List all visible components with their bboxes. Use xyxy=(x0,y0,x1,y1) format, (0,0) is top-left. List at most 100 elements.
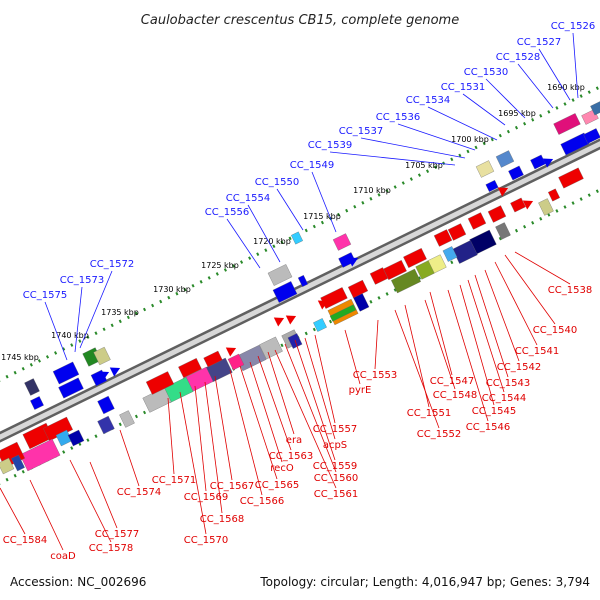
gene-block xyxy=(145,371,175,395)
label-leader-line xyxy=(394,309,440,429)
gene-label: CC_1553 xyxy=(353,370,397,381)
gene-label: CC_1526 xyxy=(551,21,595,32)
gene-block xyxy=(442,246,458,262)
gene-label: CC_1573 xyxy=(60,275,104,286)
gene-block xyxy=(495,222,511,240)
gene-block xyxy=(347,279,369,299)
gene-block xyxy=(11,454,25,472)
gene-block xyxy=(391,268,421,294)
label-leader-line xyxy=(214,375,233,481)
gene-label: CC_1545 xyxy=(472,406,516,417)
gene-label: CC_1539 xyxy=(308,140,352,151)
gene-arrow xyxy=(109,367,121,377)
label-leader-line xyxy=(374,319,379,370)
gene-label: CC_1565 xyxy=(255,480,299,491)
label-leader-line xyxy=(311,171,337,233)
label-leader-line xyxy=(257,355,292,451)
gene-label: CC_1554 xyxy=(226,193,270,204)
gene-label: CC_1551 xyxy=(407,408,451,419)
label-leader-line xyxy=(329,151,456,166)
gene-label: CC_1574 xyxy=(117,487,161,498)
label-leader-line xyxy=(424,299,456,390)
gene-label: recO xyxy=(270,463,294,474)
tick-label: 1725 kbp xyxy=(201,261,239,270)
gene-label: acpS xyxy=(323,440,347,451)
gene-block xyxy=(447,223,467,241)
tick-label: 1745 kbp xyxy=(1,353,39,362)
label-leader-line xyxy=(427,106,498,141)
gene-label: pyrE xyxy=(349,385,372,396)
gene-label: CC_1557 xyxy=(313,424,357,435)
label-leader-line xyxy=(484,269,520,362)
gene-block xyxy=(485,180,499,192)
gene-label: CC_1559 xyxy=(313,461,357,472)
tick-label: 1705 kbp xyxy=(405,161,443,170)
label-leader-line xyxy=(514,251,571,285)
gene-label: CC_1550 xyxy=(255,177,299,188)
forward-gene-labels: CC_1526 CC_1527 CC_1528 CC_1530 CC_1531 CC_15… xyxy=(23,21,595,361)
gene-block xyxy=(24,378,40,396)
gene-label: CC_1537 xyxy=(339,126,383,137)
gene-block xyxy=(297,274,309,288)
gene-label: CC_1542 xyxy=(497,362,541,373)
gene-block xyxy=(538,198,554,216)
label-leader-line xyxy=(485,78,526,119)
gene-label: CC_1538 xyxy=(548,285,592,296)
gene-block xyxy=(329,304,357,322)
gene-block xyxy=(510,197,526,213)
label-leader-line xyxy=(284,343,337,473)
gene-arrow xyxy=(522,200,534,210)
gene-label: CC_1527 xyxy=(517,37,561,48)
gene-block xyxy=(313,318,327,332)
gene-block xyxy=(97,395,115,415)
label-leader-line xyxy=(194,385,207,492)
tick-label: 1690 kbp xyxy=(547,83,585,92)
gene-label: CC_1544 xyxy=(482,393,526,404)
gene-block xyxy=(97,415,115,435)
gene-label: CC_1572 xyxy=(90,259,134,270)
gene-label: CC_1566 xyxy=(240,496,284,507)
gene-label: CC_1530 xyxy=(464,67,508,78)
label-leader-line xyxy=(462,93,506,126)
gene-block xyxy=(93,346,111,366)
gene-label: CC_1577 xyxy=(95,529,139,540)
label-leader-line xyxy=(572,32,579,99)
label-leader-line xyxy=(247,204,281,263)
gene-label: CC_1571 xyxy=(152,475,196,486)
label-leader-line xyxy=(538,48,571,101)
gene-block xyxy=(332,233,352,251)
label-leader-line xyxy=(314,334,336,424)
gene-label: CC_1549 xyxy=(290,160,334,171)
tick-label: 1695 kbp xyxy=(498,109,536,118)
label-leader-line xyxy=(44,301,68,361)
label-leader-line xyxy=(29,479,64,551)
label-leader-line xyxy=(239,365,278,480)
gene-label: CC_1567 xyxy=(210,481,254,492)
gene-label: CC_1584 xyxy=(3,535,47,546)
gene-label: CC_1543 xyxy=(486,378,530,389)
map-title: Caulobacter crescentus CB15, complete ge… xyxy=(141,13,459,28)
gene-label: CC_1568 xyxy=(200,514,244,525)
gene-block xyxy=(467,212,487,230)
label-leader-line xyxy=(226,218,261,269)
gene-label: CC_1546 xyxy=(466,422,510,433)
gene-label: CC_1556 xyxy=(205,207,249,218)
gene-block xyxy=(267,264,293,286)
label-leader-line xyxy=(294,339,336,461)
gene-arrow xyxy=(285,315,297,325)
label-leader-line xyxy=(304,337,336,440)
label-leader-line xyxy=(79,270,113,349)
label-leader-line xyxy=(504,254,556,325)
tick-label: 1735 kbp xyxy=(101,308,139,317)
gene-block xyxy=(558,167,584,189)
tick-label: 1720 kbp xyxy=(253,237,291,246)
tick-label: 1700 kbp xyxy=(451,135,489,144)
gene-block xyxy=(67,429,85,447)
gene-arrow xyxy=(225,347,237,357)
gene-block xyxy=(475,160,495,178)
label-leader-line xyxy=(276,188,304,231)
tick-label: 1740 kbp xyxy=(51,331,89,340)
label-leader-line xyxy=(249,361,283,463)
genome-summary-text: Topology: circular; Length: 4,016,947 bp… xyxy=(259,575,590,589)
